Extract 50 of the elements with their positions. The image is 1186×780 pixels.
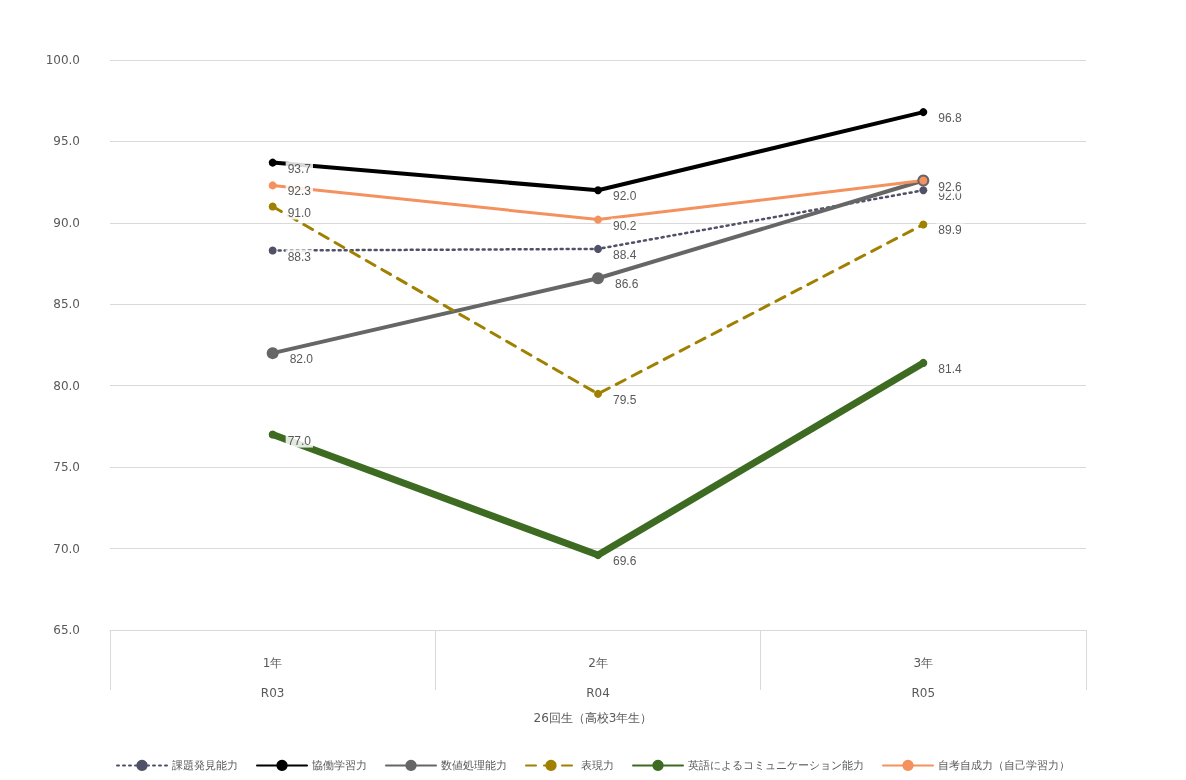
data-label: 96.8 [938, 111, 963, 126]
category-label: 3年 R05 [911, 656, 936, 700]
y-tick-label: 90.0 [53, 215, 80, 230]
legend-label: 協働学習力 [312, 758, 367, 772]
y-tick-label: 100.0 [45, 53, 80, 67]
y-tick-label: 75.0 [53, 460, 80, 475]
point [919, 220, 928, 229]
data-label: 81.4 [938, 361, 963, 376]
point [594, 551, 602, 560]
point [268, 202, 277, 211]
y-tick-label: 85.0 [53, 297, 80, 312]
point [594, 244, 602, 253]
data-label: 93.7 [287, 161, 312, 176]
point [268, 246, 277, 255]
data-label: 92.0 [613, 189, 637, 204]
point [594, 389, 602, 398]
legend-label: 課題発見能力 [172, 758, 238, 772]
text: 26回生（高校3年生） [533, 711, 653, 725]
legend-label: 英語によるコミュニケーション能力 [688, 758, 864, 772]
data-label: 89.9 [938, 223, 963, 238]
point [594, 186, 602, 195]
data-label: 92.6 [938, 179, 963, 194]
data-label: 88.4 [613, 247, 637, 262]
point [919, 108, 928, 117]
data-label: 90.2 [613, 218, 637, 233]
point [268, 430, 277, 439]
legend-label: 数値処理能力 [441, 758, 507, 772]
point [919, 186, 928, 195]
data-label: 77.0 [287, 433, 312, 448]
legend-label: 表現力 [581, 758, 614, 772]
category-label: 2年 R04 [586, 656, 610, 700]
category-label: 1年 R03 [260, 656, 285, 700]
y-tick-label: 80.0 [53, 378, 80, 393]
point [266, 347, 279, 360]
data-label: 69.6 [613, 554, 637, 569]
y-tick-label: 70.0 [53, 541, 80, 556]
data-label: 88.3 [287, 249, 312, 264]
data-label: 82.0 [289, 352, 314, 367]
point [592, 272, 604, 285]
point [268, 181, 277, 190]
y-tick-label: 65.0 [53, 623, 80, 637]
data-label: 86.6 [615, 277, 639, 292]
data-label: 79.5 [613, 392, 637, 407]
point [268, 158, 277, 167]
point [919, 358, 928, 367]
point [594, 215, 602, 224]
data-label: 91.0 [287, 205, 312, 220]
y-tick-label: 95.0 [53, 134, 80, 149]
data-label: 92.3 [287, 184, 312, 199]
legend-label: 自考自成力（自己学習力） [938, 758, 1070, 772]
